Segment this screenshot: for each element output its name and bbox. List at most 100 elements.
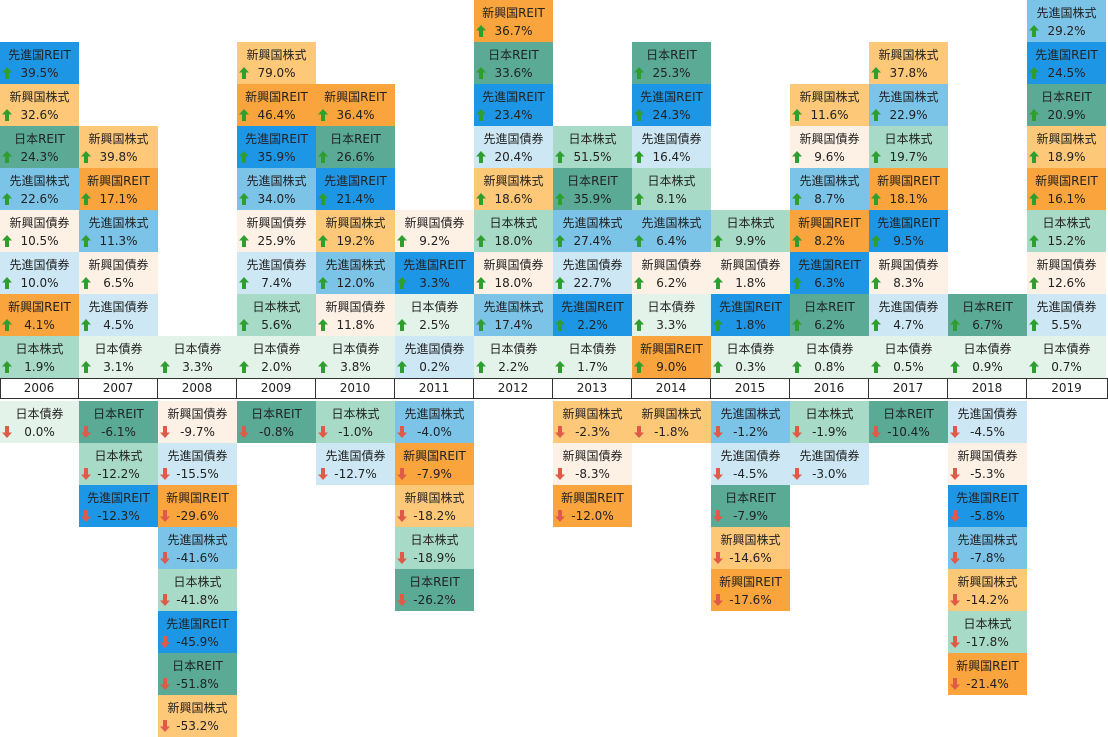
return-value: 16.1% [1047,192,1086,206]
return-value: 1.9% [24,360,55,374]
return-value: 24.3% [652,108,691,122]
arrow-up-icon [634,193,644,205]
return-value: 0.3% [735,360,766,374]
asset-class-label: 先進国債券 [167,449,228,463]
arrow-up-icon [555,361,565,373]
return-value: 6.7% [972,318,1003,332]
return-value: -6.1% [101,425,136,439]
return-cell: 日本債券 0.9% [948,336,1027,378]
asset-class-label: 新興国REIT [482,6,545,20]
return-cell: 新興国債券 -5.3% [948,443,1027,485]
return-value: 11.8% [336,318,375,332]
return-cell: 先進国債券 4.5% [79,294,158,336]
return-value: 9.2% [419,234,450,248]
return-cell: 日本REIT -6.1% [79,401,158,443]
return-cell: 日本株式 19.7% [869,126,948,168]
arrow-up-icon [871,235,881,247]
year-label: 2018 [948,379,1027,398]
arrow-down-icon [397,426,407,438]
arrow-up-icon [634,319,644,331]
return-value: 3.1% [103,360,134,374]
return-cell: 日本株式 -17.8% [948,611,1027,653]
asset-class-label: 日本REIT [251,407,302,421]
arrow-up-icon [397,235,407,247]
return-value: 51.5% [573,150,612,164]
arrow-up-icon [476,235,486,247]
return-value: 3.8% [340,360,371,374]
return-cell: 先進国REIT -45.9% [158,611,237,653]
asset-class-label: 先進国株式 [88,216,149,230]
return-value: -17.8% [966,635,1009,649]
asset-class-label: 新興国株式 [878,48,939,62]
asset-class-label: 先進国債券 [720,449,781,463]
return-cell: 日本債券 0.5% [869,336,948,378]
return-cell: 先進国債券 20.4% [474,126,553,168]
arrow-up-icon [792,277,802,289]
year-label: 2006 [0,379,79,398]
asset-class-label: 新興国債券 [246,216,307,230]
arrow-down-icon [160,720,170,732]
asset-class-label: 先進国REIT [1035,48,1098,62]
asset-class-label: 新興国REIT [245,90,308,104]
return-value: -4.5% [970,425,1005,439]
return-cell: 先進国REIT 9.5% [869,210,948,252]
arrow-down-icon [555,510,565,522]
arrow-up-icon [2,109,12,121]
return-value: 18.6% [494,192,533,206]
asset-class-label: 先進国株式 [720,407,781,421]
asset-class-label: 日本REIT [646,48,697,62]
asset-class-label: 新興国債券 [167,407,228,421]
return-cell: 日本債券 2.5% [395,294,474,336]
return-cell: 先進国債券 -4.5% [948,401,1027,443]
return-value: -5.8% [970,509,1005,523]
return-value: 18.0% [494,234,533,248]
return-value: 10.0% [20,276,59,290]
return-value: -10.4% [887,425,930,439]
arrow-down-icon [792,468,802,480]
asset-class-label: 日本債券 [647,300,696,314]
asset-class-label: 日本REIT [1041,90,1092,104]
return-value: 1.7% [577,360,608,374]
return-value: 19.7% [889,150,928,164]
return-cell: 新興国債券 6.2% [632,252,711,294]
return-cell: 先進国債券 -15.5% [158,443,237,485]
return-cell: 新興国REIT -12.0% [553,485,632,527]
year-label: 2013 [553,379,632,398]
arrow-down-icon [950,636,960,648]
return-cell: 先進国債券 -12.7% [316,443,395,485]
return-cell: 日本債券 0.0% [0,401,79,443]
arrow-up-icon [2,361,12,373]
arrow-up-icon [634,151,644,163]
return-cell: 新興国REIT -7.9% [395,443,474,485]
asset-class-label: 日本株式 [173,575,222,589]
return-value: -41.6% [176,551,219,565]
return-value: -1.0% [338,425,373,439]
arrow-down-icon [160,678,170,690]
arrow-up-icon [476,25,486,37]
return-value: 37.8% [889,66,928,80]
return-cell: 新興国債券 1.8% [711,252,790,294]
year-label: 2015 [711,379,790,398]
return-value: -15.5% [176,467,219,481]
arrow-up-icon [555,151,565,163]
return-value: 0.0% [24,425,55,439]
asset-class-label: 日本株式 [94,449,143,463]
return-value: 4.5% [103,318,134,332]
asset-class-label: 新興国債券 [9,216,70,230]
arrow-down-icon [160,468,170,480]
asset-class-label: 先進国REIT [877,216,940,230]
arrow-down-icon [634,426,644,438]
asset-class-label: 新興国株式 [483,174,544,188]
arrow-up-icon [871,151,881,163]
return-value: -12.3% [97,509,140,523]
return-cell: 新興国株式 11.6% [790,84,869,126]
return-cell: 日本REIT -51.8% [158,653,237,695]
return-value: 25.3% [652,66,691,80]
arrow-up-icon [239,235,249,247]
arrow-up-icon [555,235,565,247]
arrow-up-icon [555,277,565,289]
asset-class-label: 先進国株式 [957,533,1018,547]
return-value: 39.8% [99,150,138,164]
return-value: 17.4% [494,318,533,332]
return-cell: 日本債券 2.2% [474,336,553,378]
